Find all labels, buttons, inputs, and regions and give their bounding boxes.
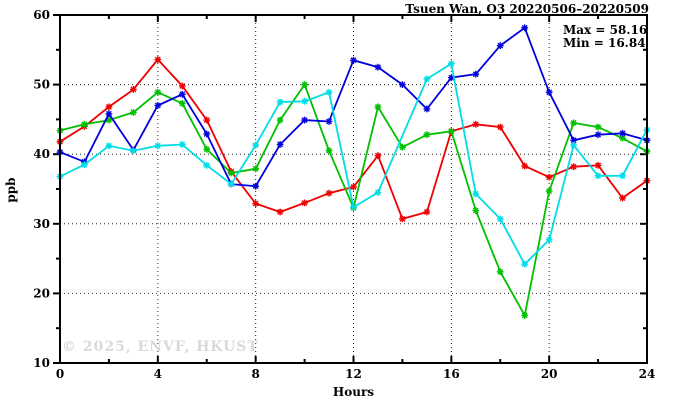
green-line-day2-markers [56, 81, 651, 319]
y-axis-label: ppb [4, 177, 18, 203]
plot-frame [59, 14, 648, 364]
y-tick-label: 30 [33, 217, 50, 231]
watermark: © 2025, ENVF, HKUST [62, 339, 259, 355]
max-min-annotation: Max = 58.16 Min = 16.84 [563, 24, 647, 50]
y-tick-label: 50 [33, 78, 50, 92]
y-tick-label: 10 [33, 356, 50, 370]
x-axis-label: Hours [332, 385, 375, 399]
x-tick-label: 24 [639, 367, 656, 381]
x-tick-label: 16 [443, 367, 460, 381]
x-tick-label: 20 [541, 367, 558, 381]
y-tick-label: 40 [33, 147, 50, 161]
cyan-line-day4-path [59, 62, 648, 266]
max-value-label: Max = 58.16 [563, 23, 648, 37]
x-tick-label: 12 [345, 367, 362, 381]
min-value-label: Min = 16.84 [563, 36, 646, 50]
y-tick-label: 20 [33, 286, 50, 300]
tick-labels: 0 4 8 12 16 20 24 10 20 30 40 50 60 [33, 8, 655, 381]
x-tick-label: 0 [56, 367, 64, 381]
chart-title: Tsuen Wan, O3 20220506–20220509 [405, 2, 649, 16]
x-tick-label: 4 [154, 367, 162, 381]
x-tick-label: 8 [251, 367, 259, 381]
y-tick-label: 60 [33, 8, 50, 22]
